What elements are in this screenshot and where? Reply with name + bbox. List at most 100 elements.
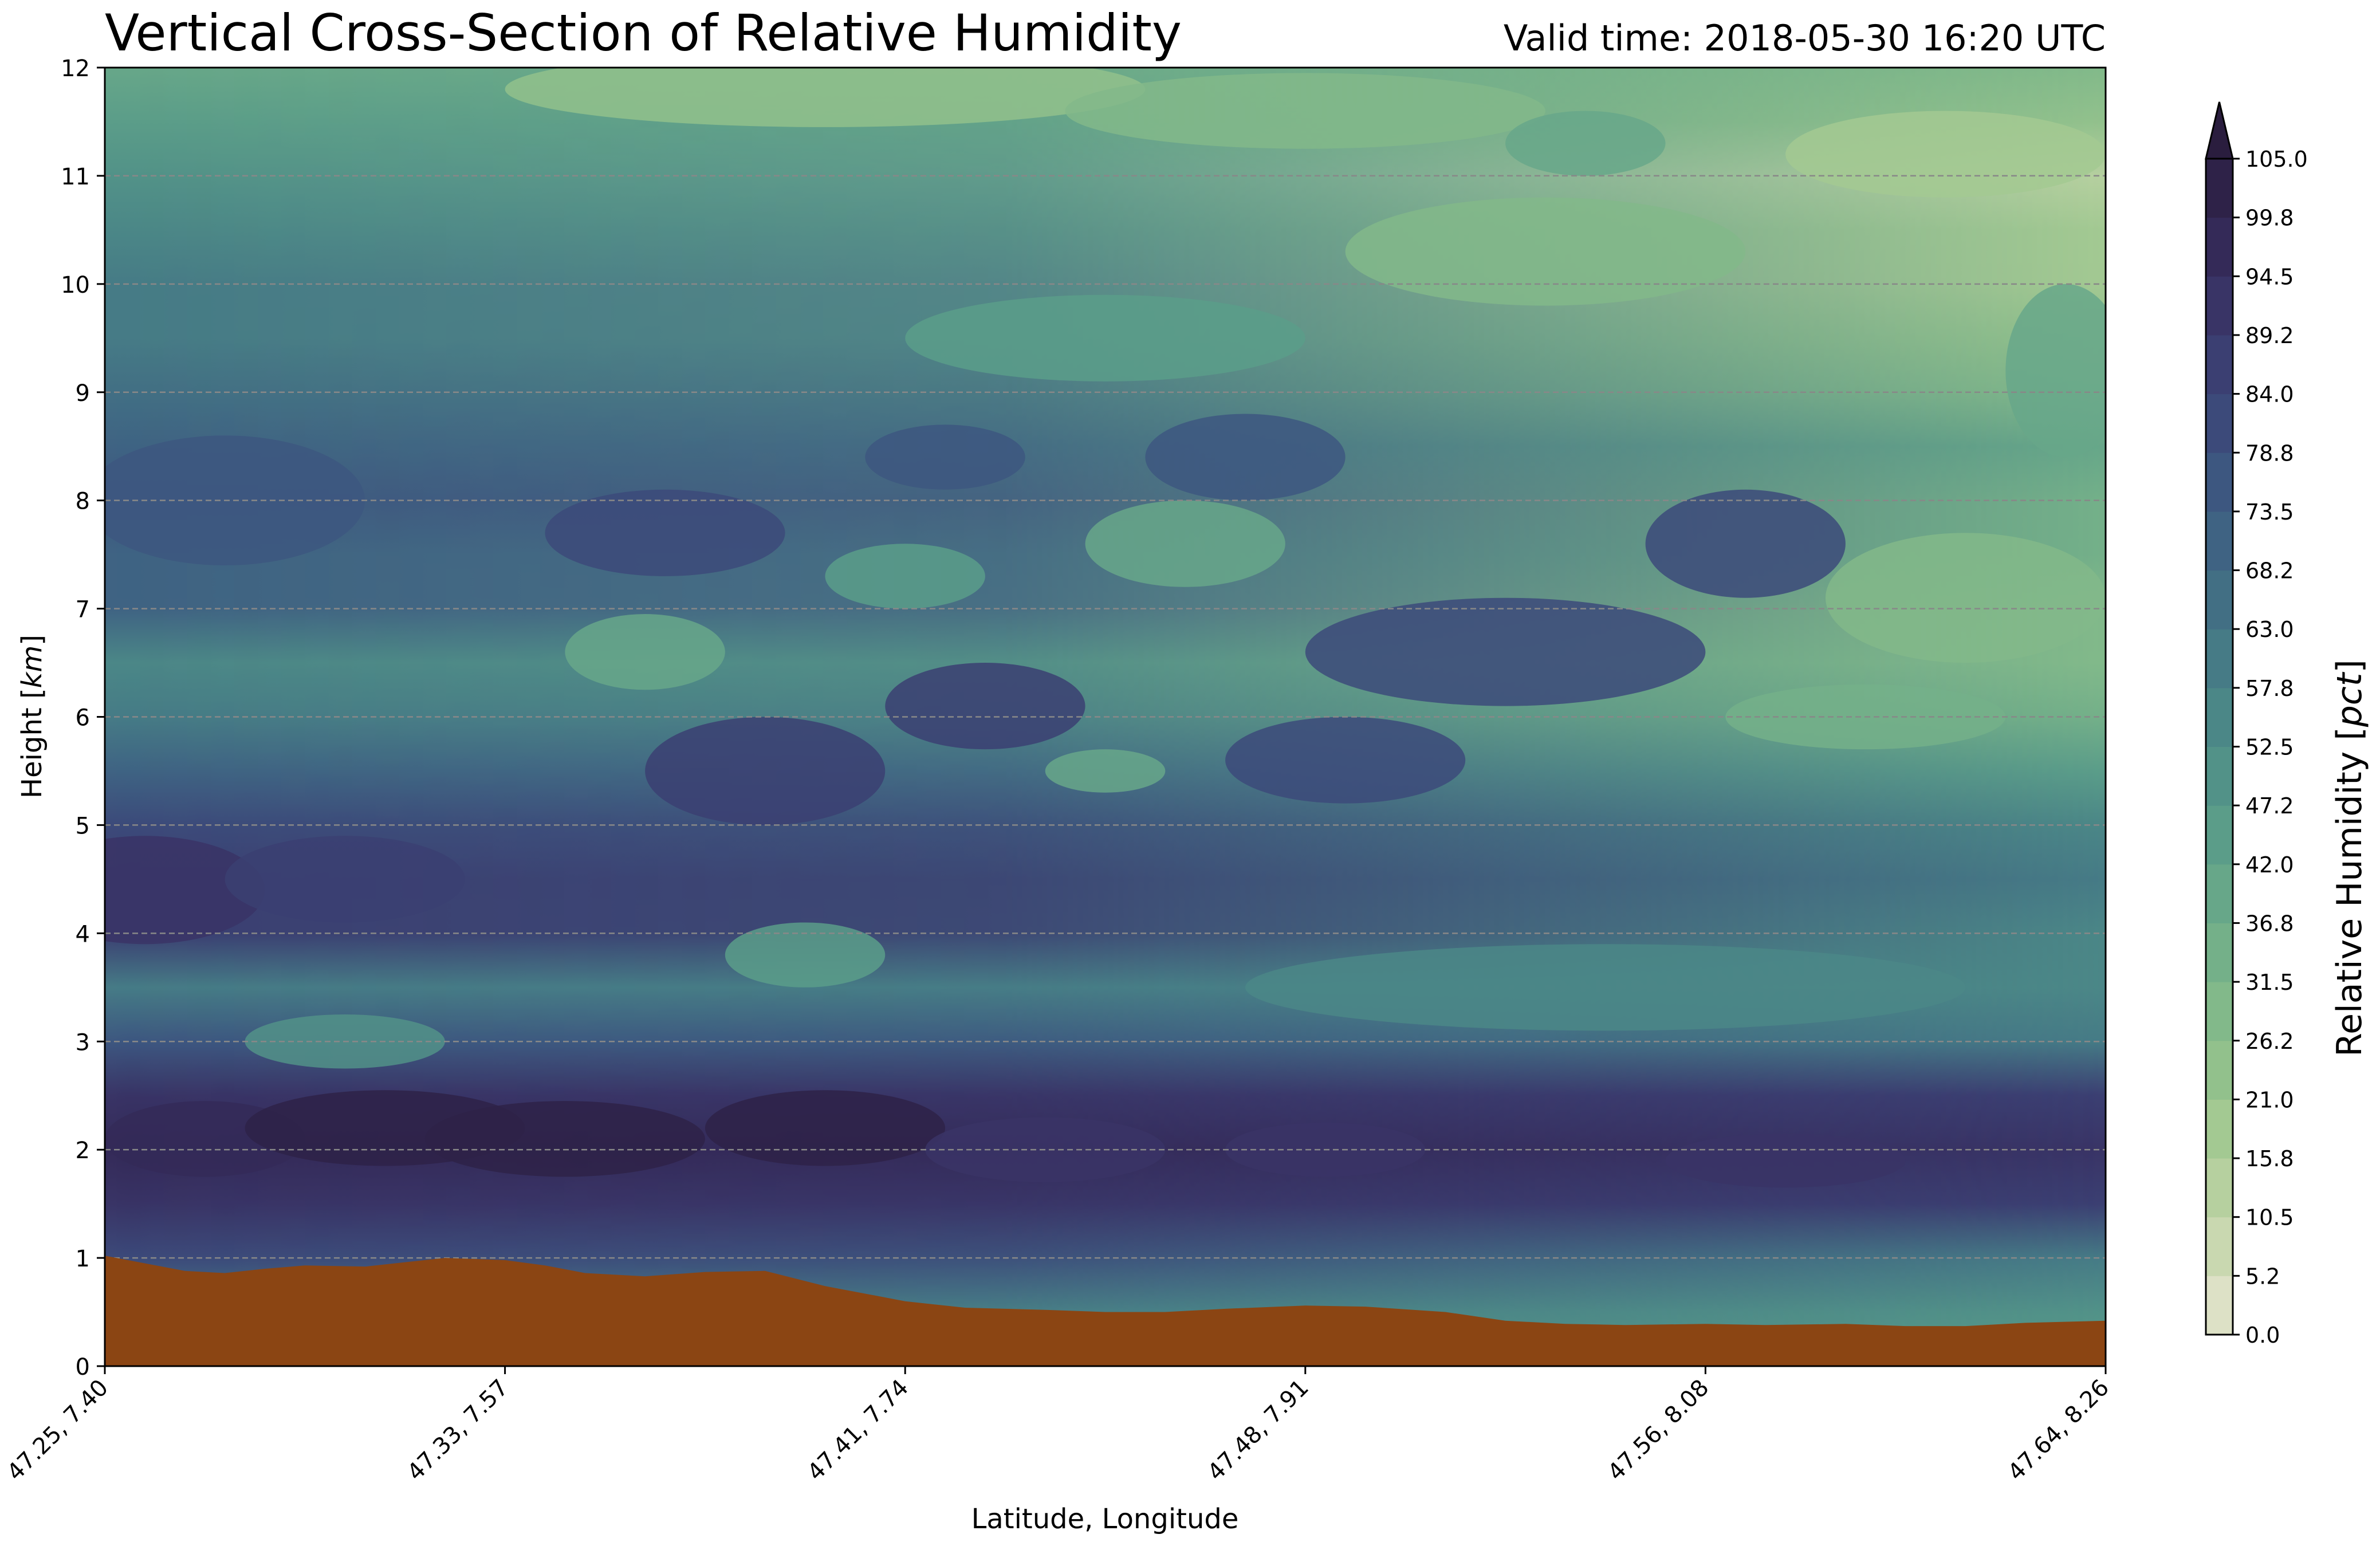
colorbar-band xyxy=(2206,1040,2233,1100)
colorbar-band xyxy=(2206,1217,2233,1276)
colorbar-band xyxy=(2206,1276,2233,1335)
contour-patch xyxy=(105,836,265,945)
contour-patch xyxy=(424,1101,705,1177)
contour-patches xyxy=(105,68,2106,1188)
contour-patch xyxy=(1345,197,1746,306)
colorbar-label-close: ] xyxy=(2330,659,2370,672)
colorbar-band xyxy=(2206,453,2233,512)
colorbar-tick-label: 26.2 xyxy=(2245,1029,2294,1054)
colorbar-band xyxy=(2206,746,2233,806)
contour-patch xyxy=(1505,111,1666,176)
contour-patch xyxy=(1065,73,1545,149)
contour-patch xyxy=(225,836,465,923)
colorbar-tick-label: 68.2 xyxy=(2245,558,2294,584)
colorbar-tick-label: 89.2 xyxy=(2245,323,2294,348)
colorbar-tick-label: 105.0 xyxy=(2245,147,2308,172)
y-tick-label: 2 xyxy=(76,1138,90,1164)
height-gridlines xyxy=(105,175,2106,1259)
contour-patch xyxy=(645,717,886,825)
colorbar-tick-label: 0.0 xyxy=(2245,1323,2280,1348)
contour-patch xyxy=(1785,111,2106,198)
contour-patch xyxy=(725,922,886,988)
colorbar-band xyxy=(2206,629,2233,689)
y-tick-label: 11 xyxy=(61,164,90,190)
valid-time-label: Valid time: 2018-05-30 16:20 UTC xyxy=(1504,17,2106,59)
x-tick-label: 47.64, 8.26 xyxy=(2003,1375,2114,1486)
colorbar-tick-label: 42.0 xyxy=(2245,852,2294,878)
contour-patch xyxy=(885,663,1085,750)
contour-patch xyxy=(545,489,785,576)
y-tick-label: 9 xyxy=(76,380,90,407)
y-axis-label-unit: km xyxy=(16,646,48,689)
contour-patch xyxy=(705,1090,946,1166)
colorbar-band xyxy=(2206,1158,2233,1218)
colorbar-band xyxy=(2206,511,2233,571)
chart-title: Vertical Cross-Section of Relative Humid… xyxy=(105,3,1182,62)
colorbar-band xyxy=(2206,394,2233,453)
colorbar-tick-label: 15.8 xyxy=(2245,1146,2294,1171)
y-tick-label: 7 xyxy=(76,597,90,623)
terrain-fill xyxy=(105,1256,2106,1366)
y-tick-label: 12 xyxy=(61,56,90,82)
colorbar-tick-label: 84.0 xyxy=(2245,382,2294,407)
colorbar-tick-label: 31.5 xyxy=(2245,970,2294,995)
contour-patch xyxy=(825,544,985,609)
colorbar-tick-label: 36.8 xyxy=(2245,911,2294,936)
colorbar: 0.0 5.2 10.5 15.8 21.0 26.2 31.5 36.8 42.0 47.2 52… xyxy=(2205,101,2370,1348)
colorbar-band xyxy=(2206,687,2233,747)
colorbar-tick-label: 78.8 xyxy=(2245,440,2294,466)
contour-patch xyxy=(1245,944,1966,1031)
contour-patch xyxy=(1305,597,1706,706)
y-tick-label: 1 xyxy=(76,1246,90,1272)
colorbar-tick-label: 73.5 xyxy=(2245,499,2294,525)
contour-patch xyxy=(2005,284,2106,458)
colorbar-band xyxy=(2206,159,2233,218)
contour-patch xyxy=(1645,489,1846,598)
colorbar-tick-label: 21.0 xyxy=(2245,1087,2294,1112)
colorbar-tick-label: 47.2 xyxy=(2245,793,2294,819)
contour-patch xyxy=(505,68,1146,127)
colorbar-band xyxy=(2206,570,2233,630)
x-tick-label: 47.48, 7.91 xyxy=(1202,1375,1313,1486)
y-tick-label: 6 xyxy=(76,705,90,731)
colorbar-band xyxy=(2206,276,2233,336)
contour-patch xyxy=(905,294,1305,381)
colorbar-band xyxy=(2206,864,2233,923)
y-tick-label: 10 xyxy=(61,272,90,298)
colorbar-label-unit: pct xyxy=(2330,671,2370,727)
colorbar-band xyxy=(2206,1099,2233,1159)
y-tick-label: 5 xyxy=(76,813,90,839)
colorbar-ticks: 0.0 5.2 10.5 15.8 21.0 26.2 31.5 36.8 42.0 47.2 52… xyxy=(2233,147,2308,1348)
y-tick-label: 0 xyxy=(76,1354,90,1380)
colorbar-tick-label: 57.8 xyxy=(2245,676,2294,701)
colorbar-extend-arrow xyxy=(2205,101,2234,160)
y-axis-label-close: ] xyxy=(16,635,48,646)
contour-patch xyxy=(1085,500,1285,587)
x-axis-label: Latitude, Longitude xyxy=(971,1503,1239,1535)
contour-patch xyxy=(865,424,1025,490)
contour-patch xyxy=(1145,414,1346,501)
y-tick-label: 8 xyxy=(76,489,90,515)
colorbar-tick-label: 94.5 xyxy=(2245,264,2294,289)
colorbar-tick-label: 10.5 xyxy=(2245,1205,2294,1230)
x-axis: 47.25, 7.40 47.33, 7.57 47.41, 7.74 47.48, … xyxy=(2,1366,2114,1486)
colorbar-tick-label: 63.0 xyxy=(2245,617,2294,642)
x-tick-label: 47.33, 7.57 xyxy=(402,1375,513,1486)
colorbar-band xyxy=(2206,982,2233,1041)
y-tick-label: 4 xyxy=(76,921,90,947)
colorbar-tick-label: 5.2 xyxy=(2245,1264,2280,1289)
x-tick-label: 47.25, 7.40 xyxy=(2,1375,113,1486)
colorbar-tick-label: 52.5 xyxy=(2245,735,2294,760)
contour-patch xyxy=(565,614,725,690)
y-axis-label: Height [km] xyxy=(16,635,48,798)
colorbar-band xyxy=(2206,805,2233,865)
colorbar-label: Relative Humidity [pct] xyxy=(2330,659,2370,1057)
contour-patch xyxy=(1825,533,2106,663)
colorbar-label-text: Relative Humidity [ xyxy=(2330,727,2370,1057)
x-tick-label: 47.41, 7.74 xyxy=(802,1375,914,1486)
colorbar-band xyxy=(2206,923,2233,982)
contour-patch xyxy=(1045,749,1166,793)
y-tick-label: 3 xyxy=(76,1029,90,1056)
